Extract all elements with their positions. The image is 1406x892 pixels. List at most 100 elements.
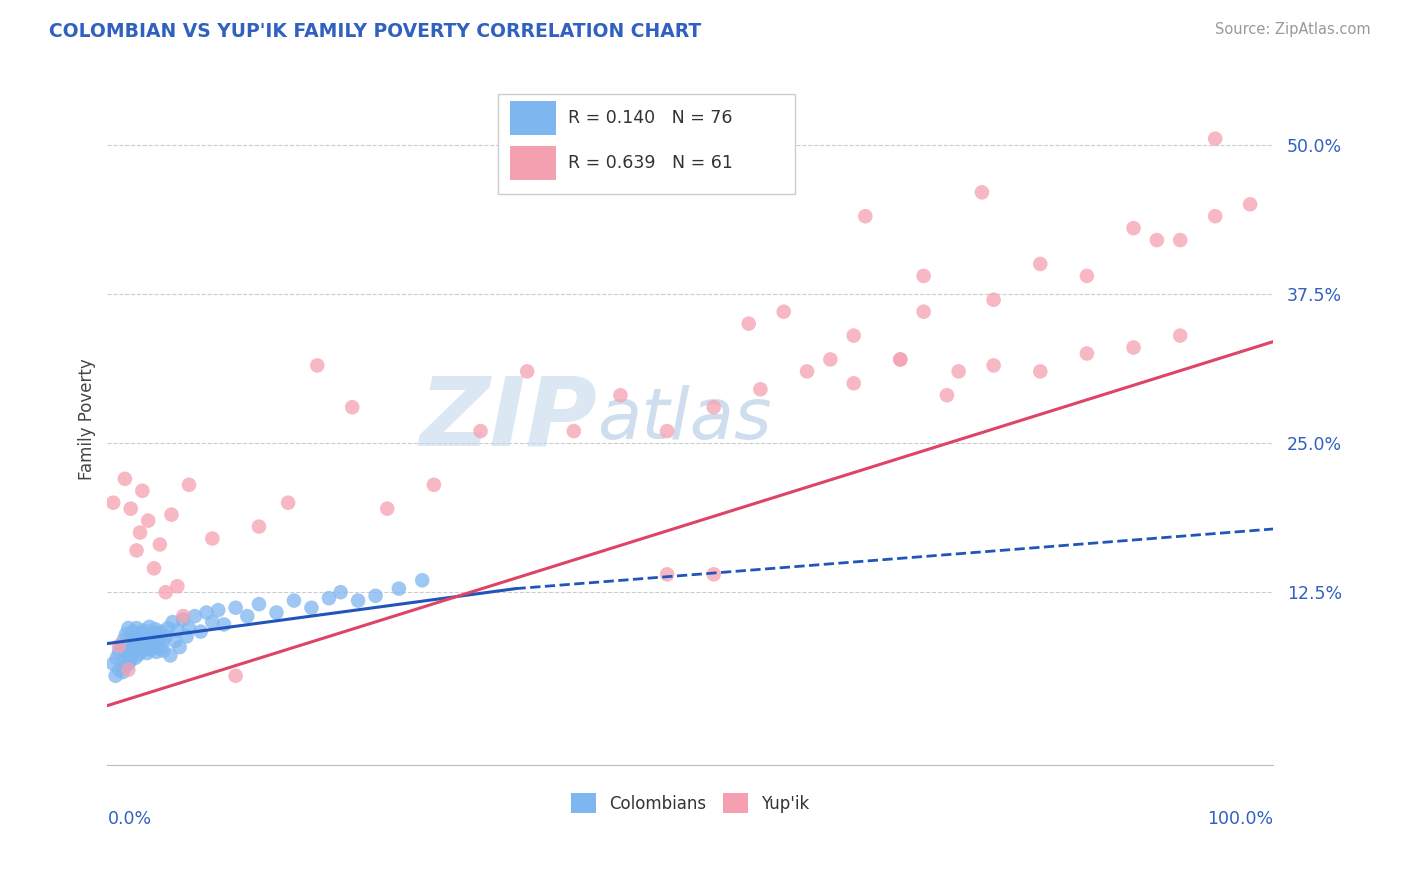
Point <box>842 376 865 391</box>
Point <box>157 621 180 635</box>
Point <box>143 561 166 575</box>
Point <box>104 669 127 683</box>
Bar <box>510 145 557 180</box>
Point <box>108 639 131 653</box>
Point <box>1239 197 1261 211</box>
Point <box>212 617 235 632</box>
Point <box>247 519 270 533</box>
Point <box>114 660 136 674</box>
Point <box>1029 257 1052 271</box>
Point <box>277 496 299 510</box>
Point <box>114 472 136 486</box>
Point <box>207 603 229 617</box>
Y-axis label: Family Poverty: Family Poverty <box>79 359 96 480</box>
Point <box>411 574 433 588</box>
Point <box>796 364 818 378</box>
Point <box>129 625 152 640</box>
Point <box>225 600 247 615</box>
Point <box>127 631 149 645</box>
Point <box>1168 328 1191 343</box>
Point <box>131 483 153 498</box>
Point <box>983 359 1005 373</box>
Point <box>129 636 152 650</box>
Point <box>146 632 169 647</box>
Point <box>388 582 411 596</box>
Point <box>108 645 131 659</box>
Point <box>105 651 128 665</box>
Point <box>936 388 959 402</box>
Point <box>152 643 174 657</box>
Point <box>136 646 159 660</box>
Point <box>738 317 761 331</box>
Point <box>117 621 139 635</box>
Point <box>912 304 935 318</box>
Point <box>889 352 911 367</box>
Point <box>1029 364 1052 378</box>
Point <box>184 609 207 624</box>
Point <box>703 567 725 582</box>
Point <box>301 600 323 615</box>
Point <box>166 579 188 593</box>
Point <box>329 585 352 599</box>
Point <box>948 364 970 378</box>
Point <box>266 606 288 620</box>
Text: Source: ZipAtlas.com: Source: ZipAtlas.com <box>1215 22 1371 37</box>
Point <box>159 648 181 663</box>
Point <box>842 328 865 343</box>
Point <box>166 624 188 638</box>
Point <box>124 651 146 665</box>
Point <box>820 352 842 367</box>
Text: 100.0%: 100.0% <box>1208 810 1274 829</box>
Point <box>120 501 142 516</box>
Point <box>423 477 446 491</box>
Point <box>131 643 153 657</box>
Point <box>176 629 198 643</box>
Point <box>889 352 911 367</box>
Point <box>125 641 148 656</box>
Point <box>375 501 398 516</box>
Point <box>172 613 194 627</box>
Point <box>108 663 131 677</box>
Point <box>135 629 157 643</box>
Point <box>121 629 143 643</box>
Point <box>470 424 492 438</box>
Point <box>139 642 162 657</box>
Point <box>703 401 725 415</box>
Bar <box>498 94 796 194</box>
Point <box>138 620 160 634</box>
Point <box>115 641 138 656</box>
Point <box>307 359 329 373</box>
Point <box>562 424 585 438</box>
Point <box>195 606 218 620</box>
Point <box>1168 233 1191 247</box>
Point <box>1204 131 1226 145</box>
Point <box>225 669 247 683</box>
Point <box>201 532 224 546</box>
Point <box>172 609 194 624</box>
Point <box>117 657 139 671</box>
Point <box>342 401 364 415</box>
Point <box>132 624 155 638</box>
Point <box>169 640 191 654</box>
Point <box>120 639 142 653</box>
Point <box>110 639 132 653</box>
Point <box>155 629 177 643</box>
Point <box>1204 209 1226 223</box>
Point <box>655 567 678 582</box>
Point <box>983 293 1005 307</box>
Point <box>149 641 172 656</box>
Point <box>1122 221 1144 235</box>
Point <box>162 615 184 629</box>
Point <box>125 621 148 635</box>
Point <box>143 639 166 653</box>
Point <box>118 648 141 663</box>
Point <box>131 632 153 647</box>
Point <box>136 514 159 528</box>
Point <box>145 645 167 659</box>
Point <box>112 632 135 647</box>
Point <box>103 496 125 510</box>
Point <box>129 525 152 540</box>
Text: atlas: atlas <box>598 384 772 454</box>
Point <box>142 625 165 640</box>
Point <box>136 635 159 649</box>
